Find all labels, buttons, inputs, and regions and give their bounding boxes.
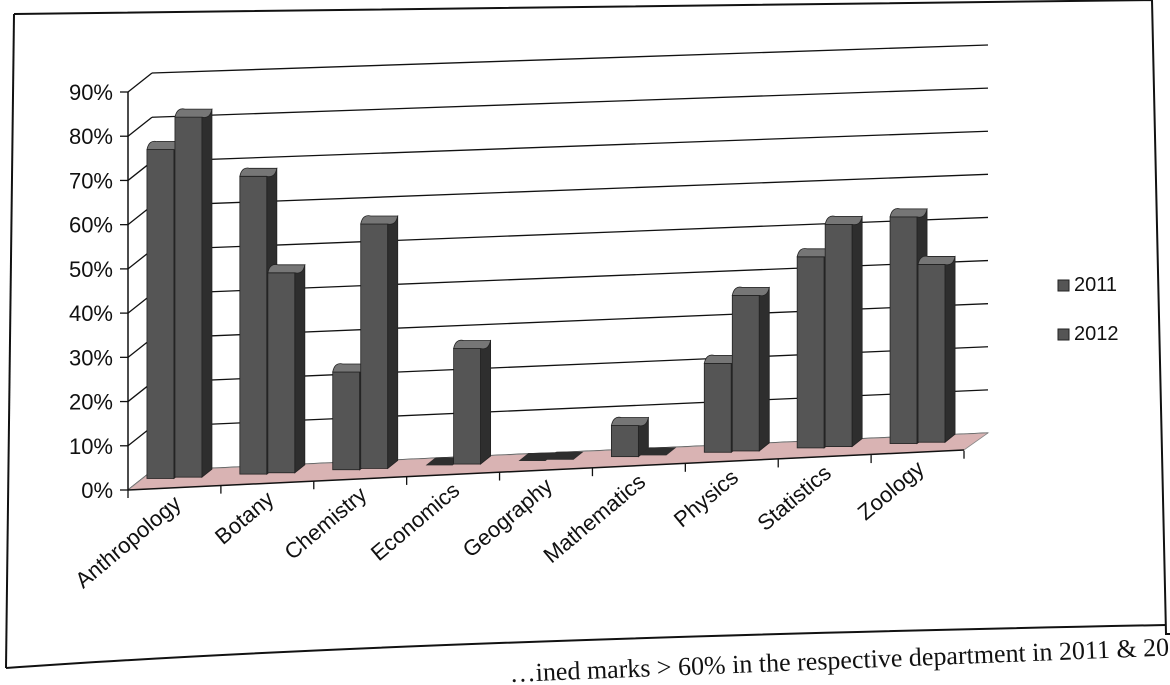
bar-geography-2011-slab	[518, 453, 556, 462]
bar-anthropology-2012-top	[174, 108, 213, 118]
bar-chemistry-2012-front	[360, 223, 389, 469]
legend: 2011 2012	[1057, 274, 1119, 345]
bar-geography-2012	[546, 451, 584, 460]
legend-label-2012: 2012	[1074, 323, 1119, 345]
y-tick-label: 80%	[69, 124, 113, 149]
legend-item-2012: 2012	[1057, 323, 1119, 345]
bar-zoology-2012-front	[917, 264, 946, 443]
bar-botany-2012-front	[267, 272, 296, 474]
bar-physics-2012	[731, 286, 770, 452]
bar-botany-2011-top	[239, 167, 278, 178]
y-tick-label: 10%	[69, 434, 113, 459]
bar-chemistry-2012-side	[387, 215, 399, 470]
bar-economics-2012-front	[453, 348, 482, 465]
bar-statistics-2012-front	[824, 223, 853, 447]
y-tick-label: 20%	[69, 390, 113, 415]
bar-mathematics-2012	[639, 447, 677, 456]
bars	[146, 108, 956, 480]
bar-zoology-2011-front	[889, 216, 918, 444]
bar-economics-2012	[453, 339, 492, 465]
bar-statistics-2012-top	[824, 215, 863, 226]
gridline-side	[127, 72, 153, 93]
x-tick-label-chemistry: Chemistry	[280, 482, 372, 565]
bar-chemistry-2011-front	[332, 371, 361, 471]
bar-statistics-2011-front	[796, 256, 825, 449]
gridline	[151, 87, 989, 118]
gridline	[151, 44, 989, 74]
bar-anthropology-2012-front	[174, 116, 203, 478]
bar-physics-2012-top	[731, 286, 770, 297]
bar-anthropology-2011-front	[146, 149, 175, 479]
y-tick-label: 70%	[69, 168, 113, 193]
bar-mathematics-2012-slab	[639, 447, 677, 456]
gridline	[151, 173, 989, 207]
y-tick-label: 50%	[69, 257, 113, 282]
x-tick-label-physics: Physics	[669, 464, 743, 532]
x-tick-label-zoology: Zoology	[853, 456, 929, 525]
y-tick-labels: 0% 10% 20% 30% 40% 50% 60% 70% 80% 90%	[69, 80, 113, 503]
bar-zoology-2011-top	[889, 208, 928, 218]
x-tick-label-anthropology: Anthropology	[70, 490, 185, 592]
bar-geography-2012-slab	[546, 451, 584, 460]
bar-botany-2011-front	[239, 175, 268, 475]
bar-botany-2012-top	[267, 264, 306, 274]
bar-anthropology-2012	[174, 108, 213, 478]
axes	[120, 91, 965, 498]
x-tick-label-statistics: Statistics	[752, 460, 836, 536]
gridline	[151, 216, 989, 251]
bar-physics-2011-front	[703, 362, 732, 453]
gridline	[151, 130, 989, 163]
y-tick-label: 0%	[81, 478, 113, 503]
bar-mathematics-2011-front	[610, 425, 639, 458]
bar-economics-2012-side	[480, 339, 492, 465]
bar-botany-2012-side	[294, 263, 306, 474]
legend-label-2011: 2011	[1074, 274, 1117, 296]
x-tick-label-economics: Economics	[366, 477, 464, 565]
x-axis-line	[127, 449, 965, 491]
bar-chemistry-2012-top	[360, 215, 399, 225]
bar-mathematics-2011-top	[610, 416, 649, 427]
bar-economics-2012-top	[453, 339, 492, 350]
bar-mathematics-2011	[610, 416, 649, 458]
bar-statistics-2012	[824, 215, 863, 448]
legend-swatch-2012	[1057, 328, 1070, 341]
y-tick-label: 90%	[69, 80, 113, 105]
figure-border-left	[5, 13, 15, 669]
bar-geography-2011	[518, 453, 556, 462]
y-tick-label: 60%	[69, 213, 113, 238]
bar-physics-2012-front	[731, 295, 760, 452]
figure-border-bottom	[5, 624, 1167, 669]
legend-item-2011: 2011	[1057, 274, 1117, 296]
figure-border	[13, 0, 1170, 635]
bar-statistics-2012-side	[851, 215, 863, 448]
x-tick-label-mathematics: Mathematics	[538, 469, 650, 568]
bar-chemistry-2012	[360, 215, 399, 470]
bar-zoology-2012	[917, 255, 956, 444]
bar-zoology-2012-top	[917, 255, 956, 266]
gridline-side	[127, 116, 153, 137]
y-tick-label: 40%	[69, 301, 113, 326]
legend-swatch-2011	[1057, 279, 1070, 292]
bar-botany-2012	[267, 263, 306, 474]
bar-zoology-2012-side	[944, 255, 956, 444]
x-tick-label-botany: Botany	[210, 486, 279, 549]
y-tick-label: 30%	[69, 345, 113, 370]
bar-anthropology-2012-side	[201, 108, 213, 478]
bar-physics-2012-side	[758, 286, 770, 452]
